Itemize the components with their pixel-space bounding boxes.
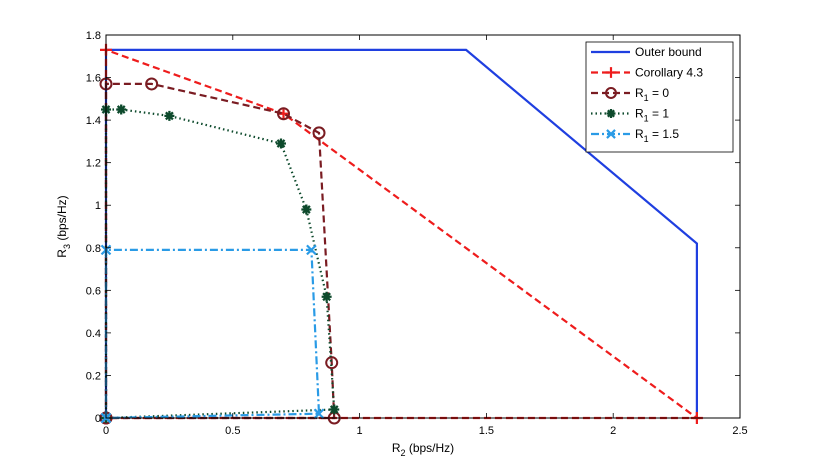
plot-frame <box>105 34 741 419</box>
point-s2-2 <box>145 77 159 91</box>
y-tick-label: 0.8 <box>86 243 101 255</box>
legend-entry-1: Corollary 4.3 <box>591 66 703 80</box>
y-axis-label: R3 (bps/Hz) <box>55 195 72 257</box>
x-axis-label: R2 (bps/Hz) <box>392 441 454 458</box>
y-tick-label: 1.4 <box>86 115 101 127</box>
point-s2-4 <box>312 126 326 140</box>
point-s3-5 <box>301 204 312 215</box>
y-tick-label: 0.4 <box>86 328 101 340</box>
y-tick-label: 0.2 <box>86 370 101 382</box>
point-s3-2 <box>116 104 127 115</box>
point-s4-2 <box>306 244 317 256</box>
y-tick-label: 1.2 <box>86 158 101 170</box>
legend-label: R1 = 0 <box>635 86 669 103</box>
legend-label: Corollary 4.3 <box>635 66 703 80</box>
point-s2-3 <box>277 107 291 121</box>
legend-marker <box>605 67 617 78</box>
legend-label: Outer bound <box>635 45 702 59</box>
legend-marker <box>606 109 616 118</box>
point-s4-3 <box>313 408 325 420</box>
y-tick-label: 0 <box>95 413 101 425</box>
legend-entry-3: R1 = 1 <box>591 107 669 124</box>
point-s2-5 <box>325 356 339 370</box>
x-tick-label: 0.5 <box>225 425 240 437</box>
y-tick-label: 1.8 <box>86 30 101 42</box>
legend-label: R1 = 1 <box>635 107 669 124</box>
legend-label: R1 = 1.5 <box>635 127 679 144</box>
x-tick-label: 2 <box>610 425 616 437</box>
legend-entry-0: Outer bound <box>591 45 702 59</box>
legend-entry-4: R1 = 1.5 <box>591 127 679 144</box>
legend-marker <box>606 129 616 139</box>
legend-marker <box>605 87 617 99</box>
y-tick-label: 0.6 <box>86 285 101 297</box>
point-s3-7 <box>329 404 340 415</box>
legend-entry-2: R1 = 0 <box>591 86 669 103</box>
point-s3-4 <box>275 138 286 149</box>
x-tick-label: 0 <box>103 425 109 437</box>
x-tick-label: 1.5 <box>479 425 494 437</box>
x-tick-label: 2.5 <box>732 425 747 437</box>
tick-layer: 0 0.5 1 1.5 2 2.5 0 0.2 0.4 0.6 0.8 1 1.2 1.4 1.6 1.8 <box>86 30 748 437</box>
y-tick-label: 1.6 <box>86 73 101 85</box>
point-s3-6 <box>321 291 332 302</box>
legend: Outer bound Corollary 4.3 R1 = 0 R1 = 1 R1 =… <box>585 41 734 153</box>
y-tick-label: 1 <box>95 200 101 212</box>
point-s3-3 <box>164 110 175 121</box>
x-tick-label: 1 <box>357 425 363 437</box>
